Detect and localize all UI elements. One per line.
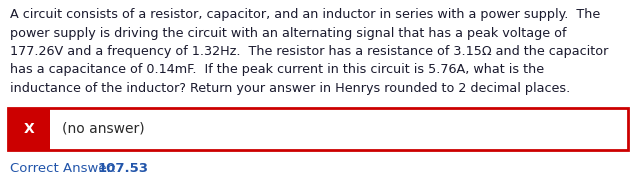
Text: 177.26V and a frequency of 1.32Hz.  The resistor has a resistance of 3.15Ω and t: 177.26V and a frequency of 1.32Hz. The r…: [10, 45, 609, 58]
Text: Correct Answer:: Correct Answer:: [10, 162, 121, 175]
Text: has a capacitance of 0.14mF.  If the peak current in this circuit is 5.76A, what: has a capacitance of 0.14mF. If the peak…: [10, 63, 544, 77]
Text: 107.53: 107.53: [98, 162, 149, 175]
Text: (no answer): (no answer): [62, 122, 145, 136]
Text: power supply is driving the circuit with an alternating signal that has a peak v: power supply is driving the circuit with…: [10, 26, 567, 40]
Text: A circuit consists of a resistor, capacitor, and an inductor in series with a po: A circuit consists of a resistor, capaci…: [10, 8, 600, 21]
Text: X: X: [24, 122, 34, 136]
Bar: [8, 108, 628, 150]
Text: inductance of the inductor? Return your answer in Henrys rounded to 2 decimal pl: inductance of the inductor? Return your …: [10, 82, 570, 95]
Bar: [8, 108, 50, 150]
